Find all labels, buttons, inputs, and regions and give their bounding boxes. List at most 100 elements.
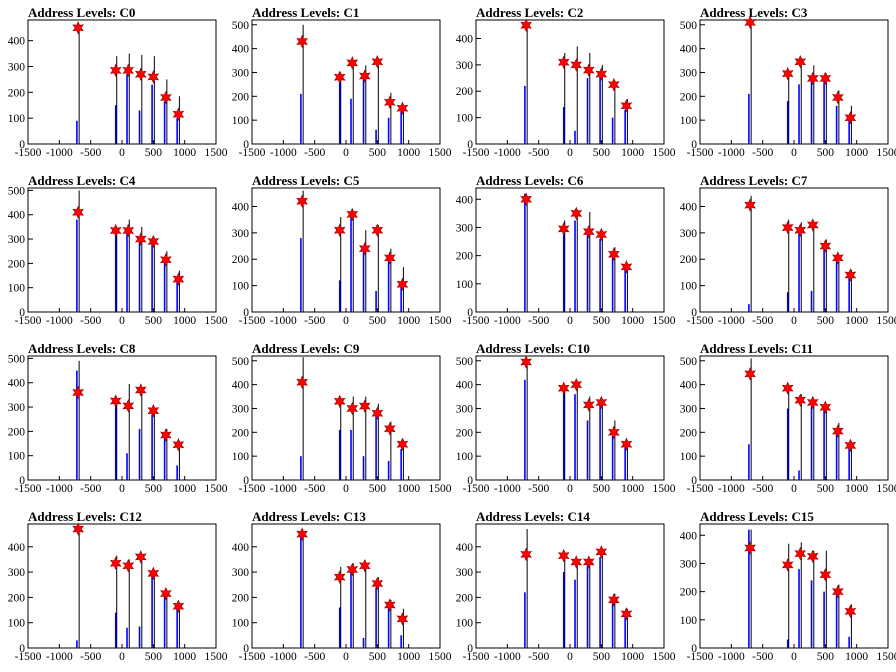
peak-marker xyxy=(346,207,359,222)
y-tick-label: 200 xyxy=(232,254,250,266)
x-tick-label: -500 xyxy=(304,651,325,663)
x-tick-label: 500 xyxy=(593,147,611,159)
chart-title: Address Levels: C1 xyxy=(252,5,359,20)
peak-marker xyxy=(781,220,794,235)
peak-marker xyxy=(570,206,583,221)
x-tick-label: 1000 xyxy=(397,483,420,495)
x-tick-label: -1500 xyxy=(463,483,490,495)
x-tick-label: 500 xyxy=(817,483,835,495)
chart-title: Address Levels: C2 xyxy=(476,5,583,20)
y-tick-label: 100 xyxy=(456,451,474,463)
chart-panel: Address Levels: C7 0 100 200 300 400 -1500 -100… xyxy=(680,173,896,327)
peak-marker xyxy=(620,437,633,451)
peak-marker xyxy=(346,562,359,577)
y-tick-label: 0 xyxy=(467,643,473,655)
x-tick-label: -1000 xyxy=(270,651,297,663)
x-tick-label: -1000 xyxy=(718,147,745,159)
y-tick-label: 0 xyxy=(19,307,25,319)
x-tick-label: -1000 xyxy=(270,483,297,495)
peak-marker xyxy=(172,272,185,286)
x-tick-label: 1000 xyxy=(397,651,420,663)
x-tick-label: -1000 xyxy=(46,483,73,495)
y-tick-label: 300 xyxy=(456,567,474,579)
plot-frame xyxy=(27,19,217,145)
x-tick-label: -500 xyxy=(752,147,773,159)
x-tick-label: -500 xyxy=(304,147,325,159)
peak-marker xyxy=(608,593,620,607)
peak-marker xyxy=(371,406,384,420)
x-tick-label: 1000 xyxy=(397,315,420,327)
y-tick-label: 0 xyxy=(243,475,249,487)
y-tick-label: 100 xyxy=(680,115,698,127)
y-tick-label: 100 xyxy=(680,451,698,463)
peak-marker xyxy=(384,598,396,612)
peak-marker xyxy=(384,251,396,265)
y-tick-label: 500 xyxy=(8,185,26,197)
peak-marker xyxy=(358,69,371,83)
x-tick-label: -1000 xyxy=(270,147,297,159)
peak-marker xyxy=(582,63,595,77)
peak-marker xyxy=(109,63,122,78)
peak-marker xyxy=(819,239,832,253)
x-tick-label: -1000 xyxy=(46,651,73,663)
peak-marker xyxy=(147,234,160,249)
x-tick-label: -1500 xyxy=(687,147,714,159)
peak-marker xyxy=(147,403,160,418)
plot-frame xyxy=(27,355,217,481)
x-tick-label: 500 xyxy=(817,651,835,663)
chart-title: Address Levels: C5 xyxy=(252,173,360,188)
y-tick-label: 100 xyxy=(456,113,474,125)
x-tick-label: 1500 xyxy=(877,147,896,159)
peak-marker xyxy=(744,541,756,555)
x-tick-label: 1500 xyxy=(653,315,676,327)
peak-marker xyxy=(333,70,346,84)
y-tick-label: 0 xyxy=(691,643,697,655)
peak-marker xyxy=(844,604,857,619)
y-tick-label: 0 xyxy=(691,307,697,319)
peak-marker xyxy=(570,555,583,569)
y-tick-label: 300 xyxy=(8,234,26,246)
y-tick-label: 300 xyxy=(680,403,698,415)
x-tick-label: -1000 xyxy=(718,483,745,495)
y-tick-label: 200 xyxy=(232,91,250,103)
x-tick-label: 500 xyxy=(145,315,163,327)
x-tick-label: 1500 xyxy=(429,147,452,159)
y-tick-label: 300 xyxy=(456,403,474,415)
x-tick-label: 1000 xyxy=(845,483,868,495)
plot-frame xyxy=(699,187,889,313)
y-tick-label: 100 xyxy=(232,618,250,630)
x-tick-label: 1000 xyxy=(845,315,868,327)
y-tick-label: 200 xyxy=(8,426,26,438)
peak-marker xyxy=(582,555,595,569)
x-tick-label: 1000 xyxy=(621,147,644,159)
peak-marker xyxy=(844,438,857,453)
x-tick-label: 1500 xyxy=(877,483,896,495)
x-tick-label: 0 xyxy=(119,651,125,663)
x-tick-label: 0 xyxy=(119,315,125,327)
peak-marker xyxy=(557,548,570,563)
x-tick-label: -500 xyxy=(80,315,101,327)
x-tick-label: -500 xyxy=(80,483,101,495)
x-tick-label: 1500 xyxy=(877,651,896,663)
y-tick-label: 100 xyxy=(8,113,26,125)
y-tick-label: 200 xyxy=(456,592,474,604)
y-tick-label: 0 xyxy=(691,475,697,487)
y-tick-label: 300 xyxy=(8,402,26,414)
y-tick-label: 300 xyxy=(232,67,250,79)
y-tick-label: 0 xyxy=(467,475,473,487)
y-tick-label: 0 xyxy=(467,139,473,151)
x-tick-label: -1000 xyxy=(494,147,521,159)
peak-marker xyxy=(557,55,570,69)
y-tick-label: 400 xyxy=(680,530,698,542)
peak-marker xyxy=(819,567,832,582)
x-tick-label: 0 xyxy=(791,483,797,495)
y-tick-label: 400 xyxy=(8,36,26,48)
peak-marker xyxy=(806,218,819,232)
peak-marker xyxy=(781,381,794,395)
x-tick-label: -1500 xyxy=(15,315,42,327)
y-tick-label: 300 xyxy=(680,228,698,240)
peak-marker xyxy=(557,222,570,236)
peak-marker xyxy=(608,247,620,261)
chart-title: Address Levels: C15 xyxy=(700,509,814,524)
plot-frame xyxy=(251,355,441,481)
